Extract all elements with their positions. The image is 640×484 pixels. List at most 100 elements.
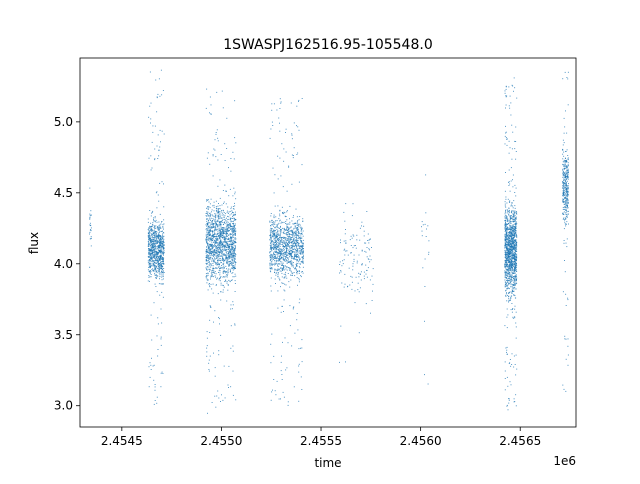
data-point bbox=[515, 249, 517, 251]
data-point bbox=[218, 318, 220, 320]
data-point bbox=[278, 222, 280, 224]
data-point bbox=[230, 262, 232, 264]
data-point bbox=[233, 261, 235, 263]
data-point bbox=[148, 252, 149, 254]
data-point bbox=[368, 242, 370, 244]
data-point bbox=[152, 252, 154, 254]
data-point bbox=[90, 230, 92, 232]
data-point bbox=[149, 230, 151, 232]
data-point bbox=[155, 269, 157, 271]
data-point bbox=[508, 402, 510, 404]
data-point bbox=[232, 230, 234, 232]
data-point bbox=[269, 239, 271, 241]
data-point bbox=[269, 262, 271, 264]
data-point bbox=[506, 253, 508, 255]
data-point bbox=[281, 143, 283, 145]
data-point bbox=[208, 268, 210, 270]
data-point bbox=[273, 216, 275, 218]
data-point bbox=[511, 212, 513, 214]
data-point bbox=[216, 224, 217, 226]
data-point bbox=[287, 243, 289, 245]
data-point bbox=[509, 275, 511, 276]
data-point bbox=[227, 228, 229, 230]
data-point bbox=[278, 272, 279, 274]
data-point bbox=[206, 220, 208, 222]
data-point bbox=[157, 134, 159, 136]
data-point bbox=[222, 230, 224, 232]
data-point bbox=[298, 371, 300, 373]
data-point bbox=[215, 268, 217, 269]
data-point bbox=[210, 230, 212, 232]
data-point bbox=[227, 289, 229, 291]
data-point bbox=[214, 275, 216, 277]
data-point bbox=[276, 231, 278, 233]
data-point bbox=[300, 230, 302, 232]
data-point bbox=[232, 232, 234, 234]
data-point bbox=[155, 271, 157, 273]
data-point bbox=[285, 273, 286, 275]
data-point bbox=[510, 102, 512, 104]
data-point bbox=[218, 255, 220, 257]
data-point bbox=[271, 267, 273, 269]
data-point bbox=[299, 224, 301, 226]
data-point bbox=[210, 258, 211, 260]
data-point bbox=[157, 255, 159, 257]
data-point bbox=[224, 276, 226, 278]
data-point bbox=[512, 239, 514, 241]
data-point bbox=[231, 259, 233, 261]
data-point bbox=[511, 254, 513, 256]
data-point bbox=[147, 280, 149, 282]
data-point bbox=[230, 261, 232, 263]
data-point bbox=[270, 230, 272, 231]
data-point bbox=[298, 235, 300, 237]
data-point bbox=[155, 258, 157, 260]
data-point bbox=[220, 260, 222, 262]
data-point bbox=[148, 239, 149, 241]
data-point bbox=[225, 265, 227, 267]
data-point bbox=[506, 405, 508, 407]
data-point bbox=[279, 257, 280, 259]
data-point bbox=[207, 230, 209, 232]
data-point bbox=[269, 270, 271, 272]
data-point bbox=[153, 220, 155, 222]
data-point bbox=[515, 224, 517, 226]
data-point bbox=[508, 219, 510, 221]
data-point bbox=[222, 190, 224, 191]
data-point bbox=[232, 241, 234, 243]
data-point bbox=[513, 261, 515, 263]
data-point bbox=[222, 229, 224, 231]
data-point bbox=[150, 234, 152, 236]
data-point bbox=[217, 230, 219, 232]
data-point bbox=[235, 142, 237, 144]
data-point bbox=[216, 251, 218, 253]
data-point bbox=[206, 222, 208, 224]
data-point bbox=[510, 224, 512, 226]
data-point bbox=[295, 252, 297, 254]
data-point bbox=[228, 264, 230, 266]
data-point bbox=[505, 227, 507, 229]
data-point bbox=[340, 239, 341, 241]
data-point bbox=[212, 250, 214, 252]
data-point bbox=[217, 221, 219, 223]
data-point bbox=[230, 244, 232, 246]
data-point bbox=[506, 202, 508, 204]
data-point bbox=[270, 256, 271, 258]
data-point bbox=[206, 278, 208, 280]
data-point bbox=[156, 252, 158, 254]
data-point bbox=[234, 234, 236, 236]
data-point bbox=[227, 230, 229, 232]
data-point bbox=[230, 224, 231, 226]
data-point bbox=[233, 254, 235, 256]
data-point bbox=[228, 195, 230, 197]
data-point bbox=[294, 255, 295, 257]
data-point bbox=[215, 216, 217, 218]
data-point bbox=[231, 267, 233, 269]
data-point bbox=[154, 268, 156, 270]
data-point bbox=[162, 251, 164, 253]
data-point bbox=[234, 246, 236, 248]
data-point bbox=[353, 260, 355, 262]
data-point bbox=[508, 269, 510, 271]
data-point bbox=[158, 221, 160, 223]
data-point bbox=[153, 217, 154, 219]
data-point bbox=[225, 258, 227, 260]
